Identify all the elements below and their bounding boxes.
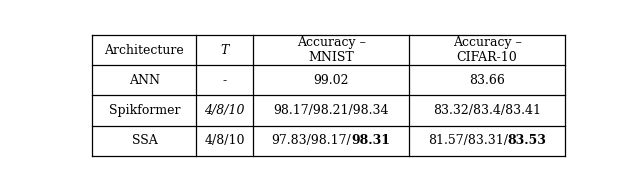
- Text: Architecture: Architecture: [104, 44, 184, 57]
- Text: T: T: [221, 44, 229, 57]
- Text: SSA: SSA: [132, 134, 157, 147]
- Text: 81.57/83.31/: 81.57/83.31/: [428, 134, 508, 147]
- Text: 97.83/98.17/: 97.83/98.17/: [272, 134, 351, 147]
- Text: ANN: ANN: [129, 74, 160, 87]
- Text: 98.31: 98.31: [351, 134, 390, 147]
- Text: Accuracy –
CIFAR-10: Accuracy – CIFAR-10: [452, 36, 522, 64]
- Text: 4/8/10: 4/8/10: [205, 134, 245, 147]
- Text: -: -: [223, 74, 227, 87]
- Text: 83.66: 83.66: [469, 74, 505, 87]
- Text: 4/8/10: 4/8/10: [205, 104, 245, 117]
- Text: 98.17/98.21/98.34: 98.17/98.21/98.34: [273, 104, 389, 117]
- Text: Accuracy –
MNIST: Accuracy – MNIST: [297, 36, 365, 64]
- Text: 83.32/83.4/83.41: 83.32/83.4/83.41: [433, 104, 541, 117]
- Text: 83.53: 83.53: [508, 134, 547, 147]
- Text: Spikformer: Spikformer: [109, 104, 180, 117]
- Text: 99.02: 99.02: [314, 74, 349, 87]
